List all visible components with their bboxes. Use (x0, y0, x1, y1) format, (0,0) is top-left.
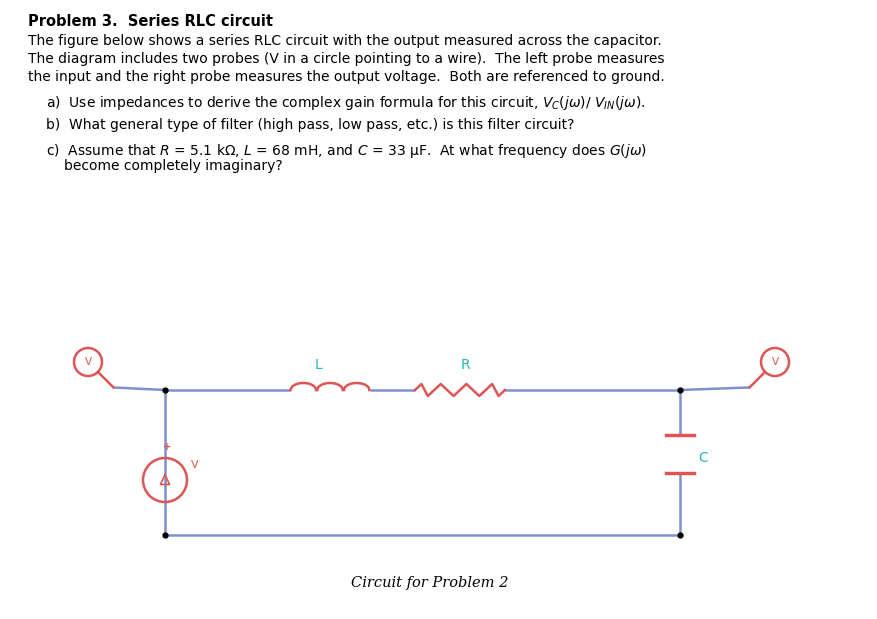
Text: become completely imaginary?: become completely imaginary? (64, 159, 282, 173)
Text: b)  What general type of filter (high pass, low pass, etc.) is this filter circu: b) What general type of filter (high pas… (46, 118, 574, 132)
Text: V: V (84, 357, 91, 367)
Text: V: V (772, 357, 779, 367)
Text: V: V (191, 460, 198, 470)
Text: the input and the right probe measures the output voltage.  Both are referenced : the input and the right probe measures t… (28, 70, 665, 84)
Text: c)  Assume that $R$ = 5.1 k$\Omega$, $L$ = 68 mH, and $C$ = 33 μF.  At what freq: c) Assume that $R$ = 5.1 k$\Omega$, $L$ … (46, 142, 647, 160)
Text: The diagram includes two probes (V in a circle pointing to a wire).  The left pr: The diagram includes two probes (V in a … (28, 52, 665, 66)
Text: Problem 3.  Series RLC circuit: Problem 3. Series RLC circuit (28, 14, 273, 29)
Text: Circuit for Problem 2: Circuit for Problem 2 (352, 576, 509, 590)
Text: R: R (460, 358, 470, 372)
Text: C: C (698, 451, 708, 465)
Text: +: + (163, 442, 171, 452)
Text: The figure below shows a series RLC circuit with the output measured across the : The figure below shows a series RLC circ… (28, 34, 662, 48)
Text: L: L (314, 358, 322, 372)
Text: a)  Use impedances to derive the complex gain formula for this circuit, $V_C(j\o: a) Use impedances to derive the complex … (46, 94, 645, 112)
